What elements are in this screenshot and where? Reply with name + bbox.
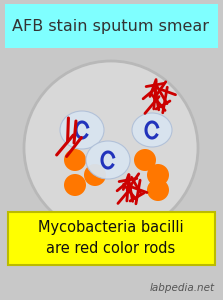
- Circle shape: [64, 174, 86, 196]
- Ellipse shape: [60, 111, 104, 149]
- Circle shape: [147, 164, 169, 186]
- Text: Mycobacteria bacilli
are red color rods: Mycobacteria bacilli are red color rods: [38, 220, 184, 256]
- Circle shape: [84, 164, 106, 186]
- Bar: [8, 212, 215, 265]
- Circle shape: [147, 179, 169, 201]
- Bar: [5, 4, 218, 48]
- Ellipse shape: [132, 113, 172, 147]
- Circle shape: [64, 149, 86, 171]
- Circle shape: [24, 61, 198, 235]
- Text: labpedia.net: labpedia.net: [150, 283, 215, 293]
- Circle shape: [134, 149, 156, 171]
- Ellipse shape: [86, 141, 130, 179]
- Text: AFB stain sputum smear: AFB stain sputum smear: [12, 19, 209, 34]
